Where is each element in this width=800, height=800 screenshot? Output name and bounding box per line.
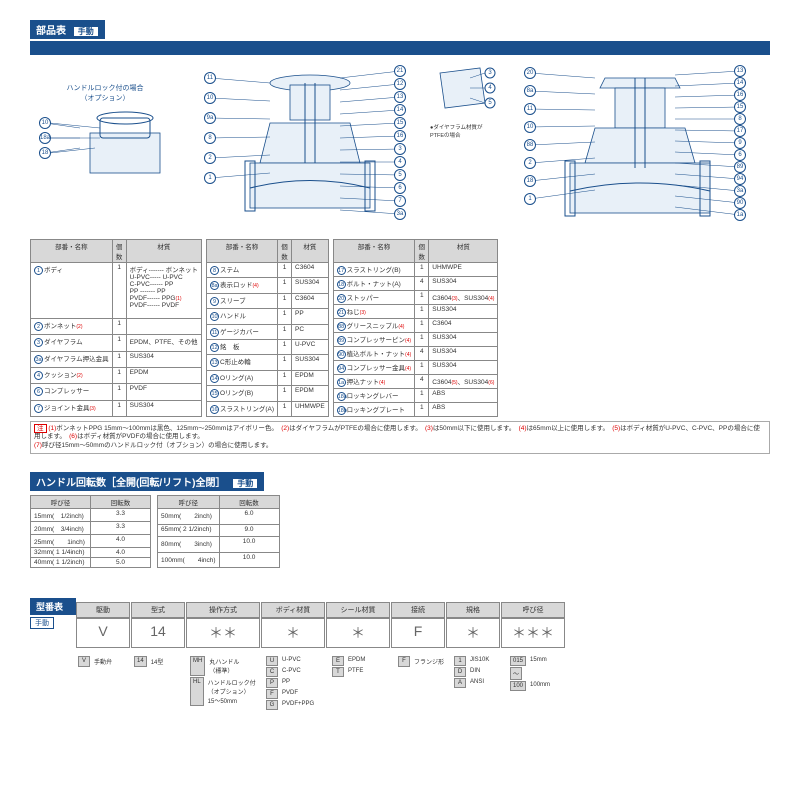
svg-text:16: 16 xyxy=(737,92,744,98)
header-title: 部品表 xyxy=(36,26,66,37)
middle-diagram: 11109a821211213141516345673a xyxy=(190,63,420,233)
svg-text:1a: 1a xyxy=(737,212,744,218)
svg-text:89: 89 xyxy=(737,164,744,170)
right-diagram: 208a1110882181131416158179689943a901a xyxy=(510,63,760,233)
svg-text:94: 94 xyxy=(737,176,744,182)
svg-text:9a: 9a xyxy=(207,115,214,121)
svg-text:10: 10 xyxy=(207,95,214,101)
svg-text:10: 10 xyxy=(42,120,49,126)
svg-text:17: 17 xyxy=(737,128,744,134)
svg-text:11: 11 xyxy=(207,75,214,81)
svg-text:14: 14 xyxy=(397,107,404,113)
model-title: 型番表 xyxy=(30,598,76,615)
notes-label: 注 xyxy=(34,424,47,433)
svg-text:12: 12 xyxy=(397,81,404,87)
svg-text:18a: 18a xyxy=(40,135,51,141)
svg-text:90: 90 xyxy=(737,200,744,206)
diagrams-row: ハンドルロック付の場合 （オプション） 10 18a 18 xyxy=(30,63,770,233)
turns-table-2: 呼び径回転数50mm( 2inch)6.065mm( 2 1/2inch)9.0… xyxy=(157,495,280,568)
svg-text:10: 10 xyxy=(527,124,534,130)
header-sub: 手動 xyxy=(73,26,99,37)
left-diagram: 10 18a 18 xyxy=(30,103,180,193)
svg-text:18: 18 xyxy=(42,150,49,156)
parts-table-1: 部番・名称個数材質1ボディ1ボディ------- ボンネット U-PVC----… xyxy=(30,239,202,417)
svg-text:20: 20 xyxy=(527,70,534,76)
svg-text:8a: 8a xyxy=(527,88,534,94)
svg-text:13: 13 xyxy=(737,68,744,74)
svg-text:3a: 3a xyxy=(737,188,744,194)
svg-text:15: 15 xyxy=(397,120,404,126)
turns-title: ハンドル回転数［全開(回転/リフト)全閉］ xyxy=(36,478,225,489)
svg-text:11: 11 xyxy=(527,106,534,112)
ptfe-note: ●ダイヤフラム材質が PTFEの場合 xyxy=(430,123,500,139)
parts-table-3: 部番・名称個数材質17スラストリング(B)1UHMWPE18ボルト・ナット(A)… xyxy=(333,239,499,417)
notes-box: 注 (1)ボンネットPPG 15mm〜100mmは黒色、125mm〜250mmは… xyxy=(30,421,770,454)
svg-text:21: 21 xyxy=(397,68,404,74)
svg-text:14: 14 xyxy=(737,80,744,86)
parts-table-2: 部番・名称個数材質8ステム1C36048a表示ロッド(4)1SUS3049スリー… xyxy=(206,239,329,417)
model-sub: 手動 xyxy=(30,617,54,629)
turns-section: ハンドル回転数［全開(回転/リフト)全閉］ 手動 呼び径回転数15mm( 1/2… xyxy=(30,472,770,568)
ptfe-diagram: 3 4 5 xyxy=(430,63,500,123)
header-bar xyxy=(30,41,770,55)
parts-tables: 部番・名称個数材質1ボディ1ボディ------- ボンネット U-PVC----… xyxy=(30,239,770,417)
section-header: 部品表 手動 xyxy=(30,20,770,39)
svg-text:16: 16 xyxy=(397,133,404,139)
svg-text:3a: 3a xyxy=(397,211,404,217)
svg-text:13: 13 xyxy=(397,94,404,100)
svg-text:18: 18 xyxy=(527,178,534,184)
svg-text:88: 88 xyxy=(527,142,534,148)
notes-text: (1)ボンネットPPG 15mm〜100mmは黒色、125mm〜250mmはアイ… xyxy=(34,425,760,449)
model-section: 型番表 手動 駆動型式操作方式ボディ材質シール材質接続規格呼び径V14＊＊＊＊F… xyxy=(30,598,770,711)
svg-text:15: 15 xyxy=(737,104,744,110)
left-diagram-caption: ハンドルロック付の場合 （オプション） xyxy=(30,83,180,103)
turns-sub: 手動 xyxy=(232,478,258,489)
turns-table-1: 呼び径回転数15mm( 1/2inch)3.320mm( 3/4inch)3.3… xyxy=(30,495,151,568)
